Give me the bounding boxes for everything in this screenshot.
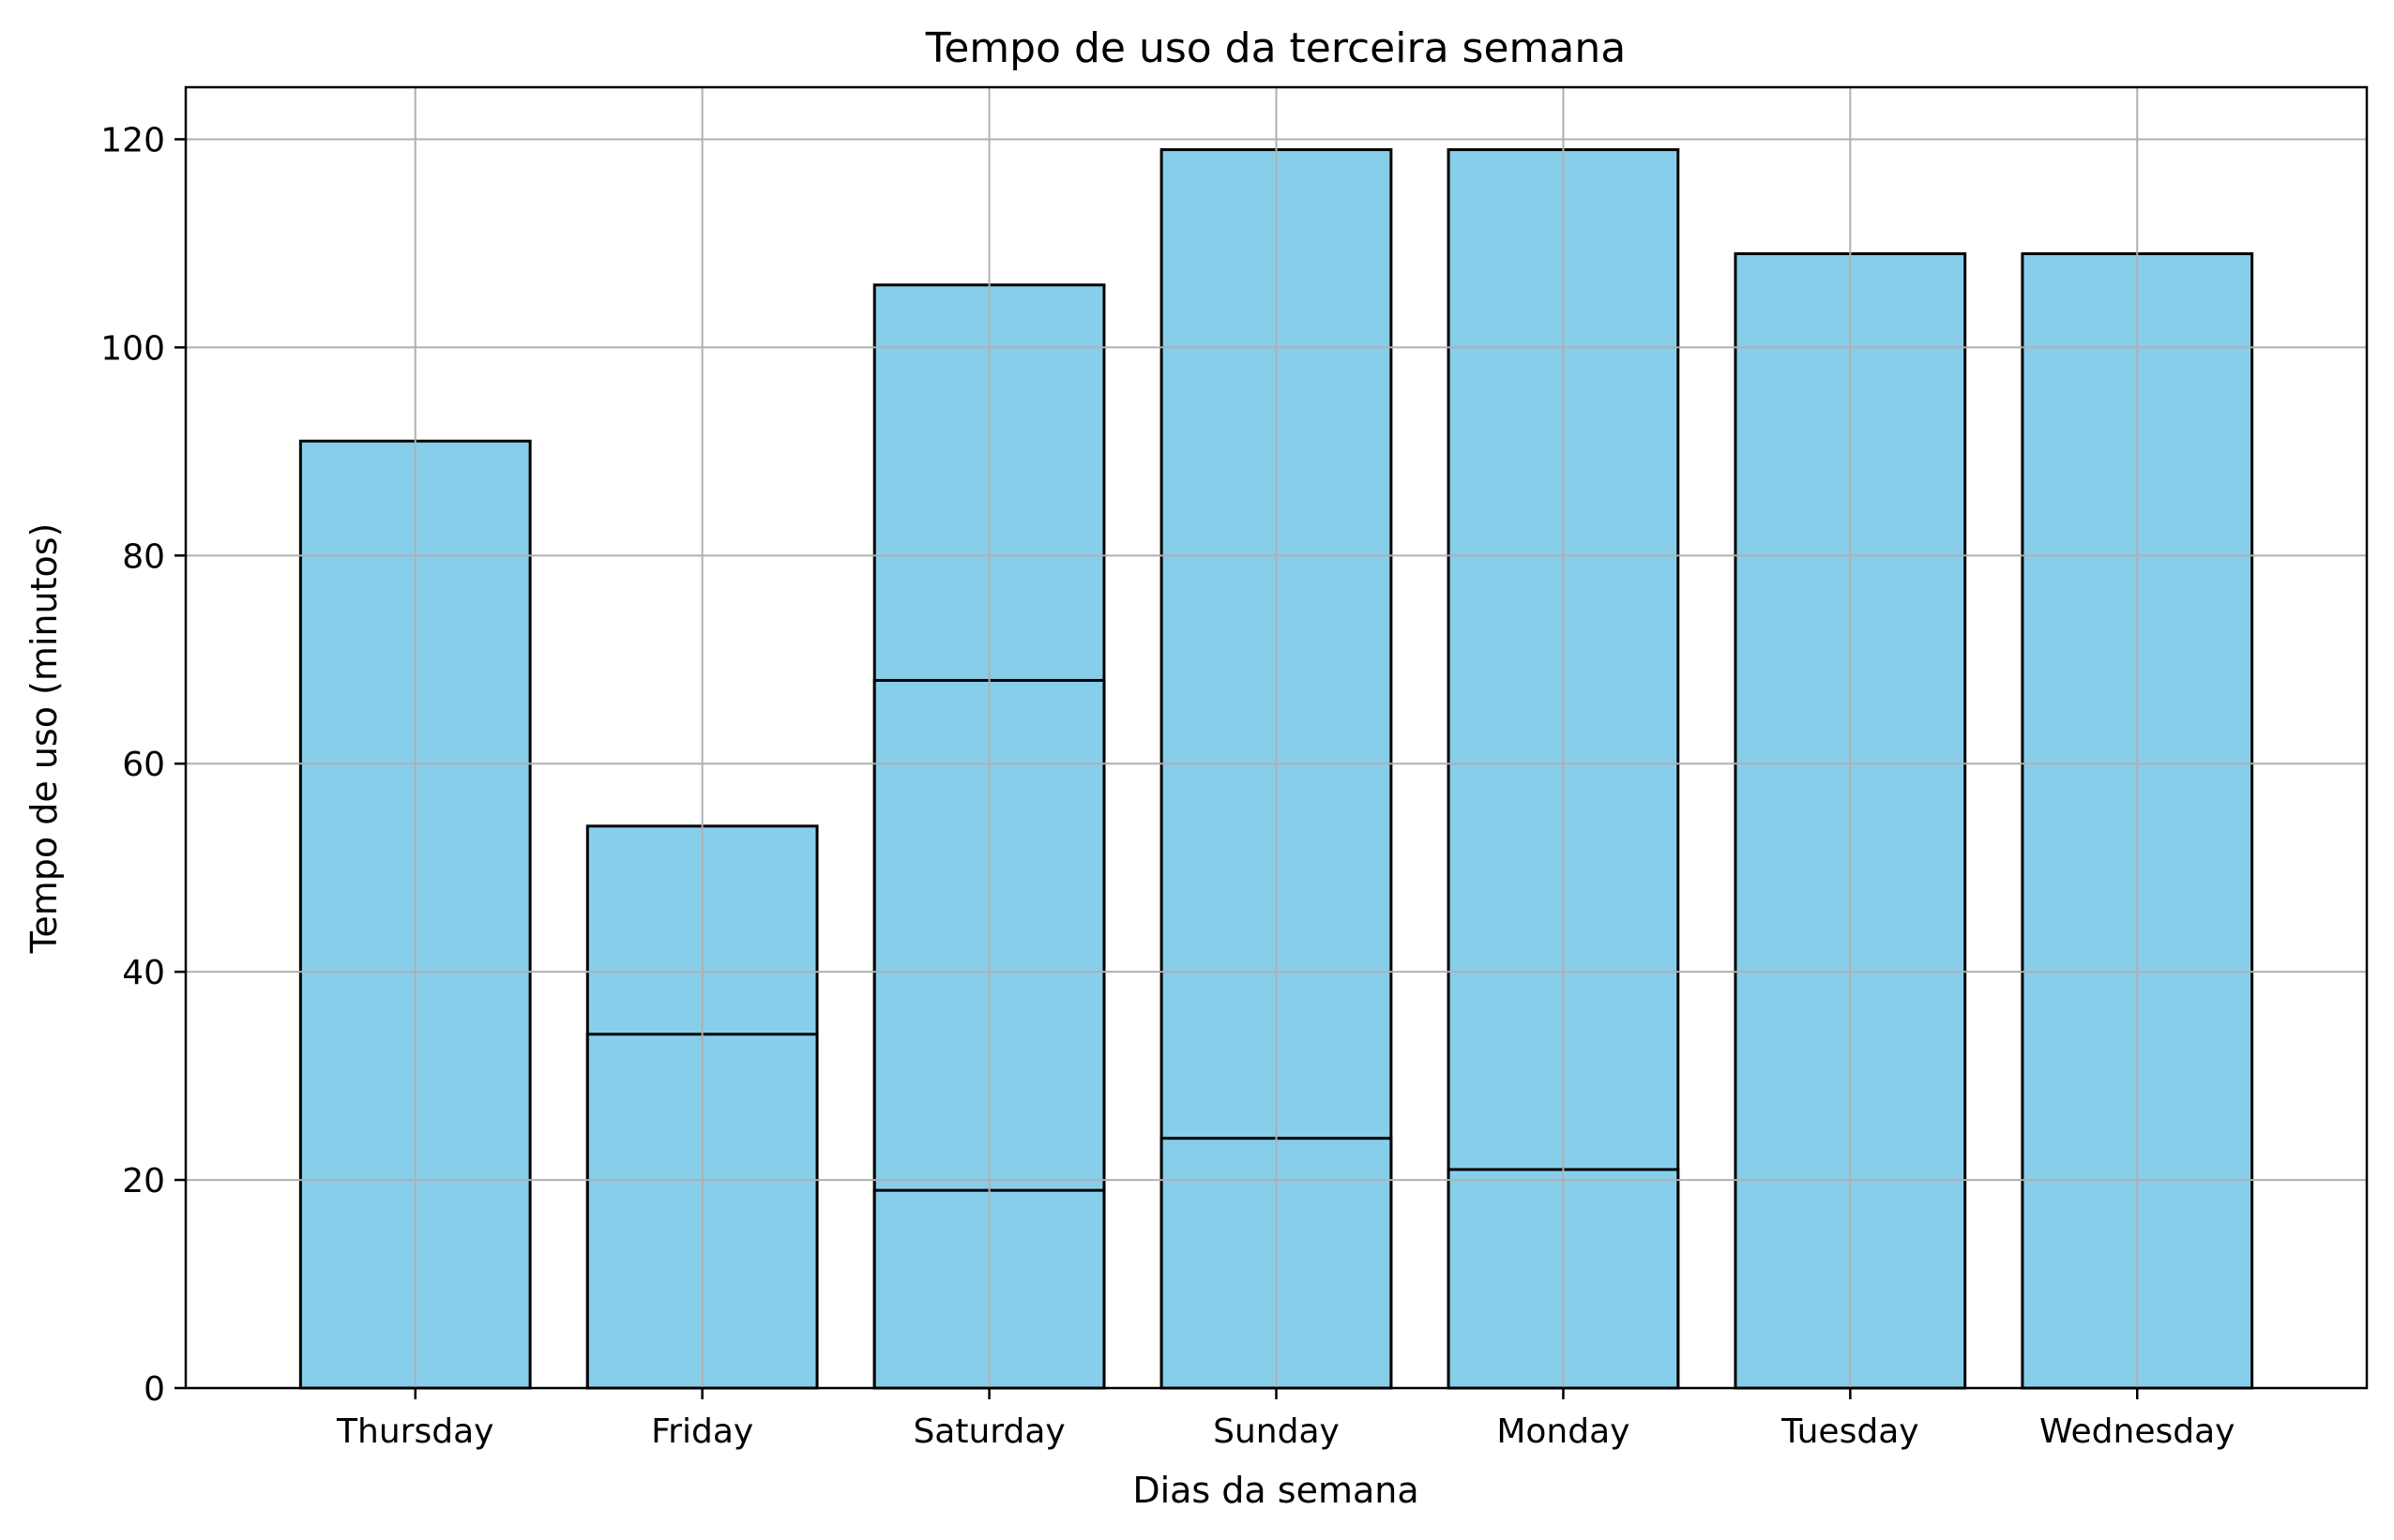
- x-tick-label-saturday: Saturday: [913, 1412, 1065, 1451]
- y-tick-label-0: 0: [144, 1370, 165, 1409]
- y-axis-ticks: 0 20 40 60 80 100 120: [100, 121, 186, 1409]
- x-tick-label-tuesday: Tuesday: [1780, 1412, 1918, 1451]
- y-tick-label-3: 60: [122, 746, 165, 784]
- y-axis-label: Tempo de uso (minutos): [23, 523, 65, 955]
- chart-title: Tempo de uso da terceira semana: [925, 24, 1626, 72]
- y-tick-label-1: 20: [122, 1162, 165, 1200]
- y-tick-label-2: 40: [122, 954, 165, 992]
- x-axis-label: Dias da semana: [1132, 1470, 1418, 1511]
- grid-lines: [186, 87, 2367, 1389]
- x-tick-label-thursday: Thursday: [336, 1412, 493, 1451]
- x-tick-label-sunday: Sunday: [1213, 1412, 1340, 1451]
- y-tick-label-4: 80: [122, 537, 165, 576]
- x-tick-label-wednesday: Wednesday: [2039, 1412, 2235, 1451]
- x-tick-label-monday: Monday: [1496, 1412, 1629, 1451]
- x-tick-label-friday: Friday: [651, 1412, 753, 1451]
- y-tick-label-5: 100: [100, 329, 165, 368]
- x-axis-ticks: Thursday Friday Saturday Sunday Monday Tuesda…: [336, 1388, 2235, 1451]
- y-tick-label-6: 120: [100, 121, 165, 159]
